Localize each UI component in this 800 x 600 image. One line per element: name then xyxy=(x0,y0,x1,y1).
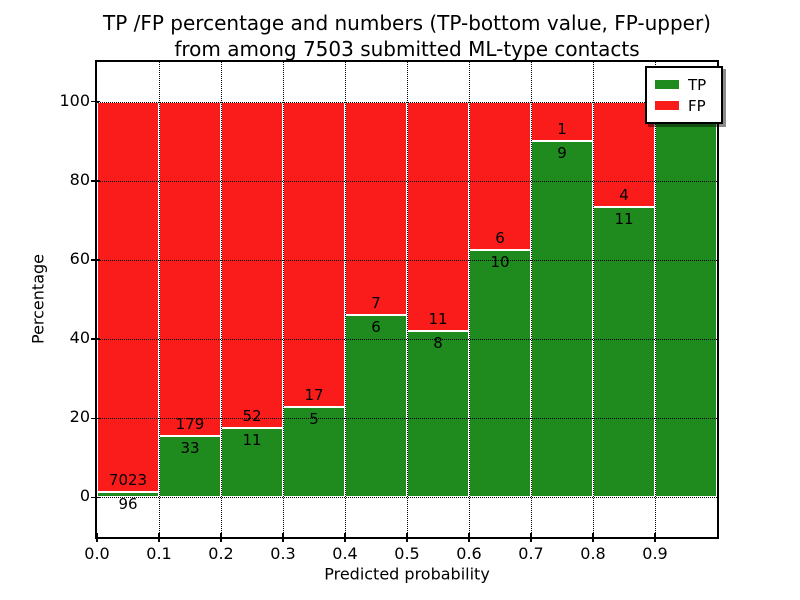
x-tick xyxy=(406,533,408,542)
y-tick xyxy=(91,496,100,499)
fp-bar-segment xyxy=(407,101,469,331)
x-gridline xyxy=(345,62,346,537)
x-gridline xyxy=(407,62,408,537)
legend-entry-fp: FP xyxy=(655,95,721,116)
x-gridline xyxy=(469,62,470,537)
chart-title-line1: TP /FP percentage and numbers (TP-bottom… xyxy=(103,11,711,35)
legend-label: FP xyxy=(688,96,706,115)
x-tick-label: 0.5 xyxy=(394,544,420,563)
tp-count-label: 96 xyxy=(118,495,138,514)
x-tick xyxy=(654,533,656,542)
fp-count-label: 7023 xyxy=(108,471,148,490)
y-tick xyxy=(91,259,100,261)
x-tick-label: 0.1 xyxy=(146,544,172,563)
x-tick xyxy=(96,533,98,542)
x-gridline xyxy=(531,62,532,537)
tp-bar-segment xyxy=(531,141,593,498)
tp-count-label: 6 xyxy=(371,317,381,336)
x-axis-title: Predicted probability xyxy=(324,564,490,584)
x-tick xyxy=(158,533,160,542)
x-gridline xyxy=(593,62,594,537)
y-tick-label: 80 xyxy=(69,169,90,189)
tp-bar-segment xyxy=(345,314,407,498)
fp-count-label: 6 xyxy=(495,229,505,248)
fp-count-label: 7 xyxy=(371,293,381,312)
y-tick-label: 0 xyxy=(79,486,90,506)
x-tick-label: 0.8 xyxy=(580,544,606,563)
y-tick-label: 40 xyxy=(69,328,90,348)
fp-count-label: 4 xyxy=(619,186,629,205)
fp-count-label: 52 xyxy=(242,407,262,426)
fp-count-label: 11 xyxy=(428,309,448,328)
tp-count-label: 8 xyxy=(433,333,443,352)
legend-label: TP xyxy=(688,75,707,94)
x-tick-label: 0.3 xyxy=(270,544,296,563)
x-tick xyxy=(220,533,222,542)
chart-title-line2: from among 7503 submitted ML-type contac… xyxy=(174,37,640,61)
fp-bar-segment xyxy=(221,101,283,429)
fp-count-label: 1 xyxy=(557,120,567,139)
x-tick xyxy=(592,533,594,542)
x-tick-label: 0.7 xyxy=(518,544,544,563)
x-gridline xyxy=(655,62,656,537)
fp-count-label: 17 xyxy=(304,386,324,405)
tp-bar-segment xyxy=(469,250,531,498)
fp-bar-segment xyxy=(345,101,407,315)
legend-entry-tp: TP xyxy=(655,74,721,95)
fp-bar-segment xyxy=(283,101,345,408)
x-tick-label: 0.4 xyxy=(332,544,358,563)
x-tick-label: 0.9 xyxy=(642,544,668,563)
tp-bar-segment xyxy=(283,407,345,498)
x-tick xyxy=(344,533,346,542)
x-gridline xyxy=(221,62,222,537)
tp-count-label: 11 xyxy=(242,431,262,450)
tp-count-label: 33 xyxy=(180,438,200,457)
tp-bar-segment xyxy=(593,207,655,498)
x-tick-label: 0.0 xyxy=(84,544,110,563)
tp-count-label: 9 xyxy=(557,144,567,163)
x-gridline xyxy=(283,62,284,537)
tp-count-label: 10 xyxy=(490,253,510,272)
x-tick xyxy=(530,533,532,542)
x-tick xyxy=(468,533,470,542)
chart-title: TP /FP percentage and numbers (TP-bottom… xyxy=(97,10,717,62)
y-tick xyxy=(91,417,100,419)
legend-swatch-fp xyxy=(655,101,679,110)
tp-count-label: 11 xyxy=(614,210,634,229)
legend: TP FP xyxy=(645,66,723,124)
y-tick xyxy=(91,100,100,103)
fp-count-label: 179 xyxy=(175,414,205,433)
x-gridline xyxy=(159,62,160,537)
fp-bar-segment xyxy=(159,101,221,436)
y-tick-label: 20 xyxy=(69,407,90,427)
tp-bar-segment xyxy=(159,435,221,498)
y-tick xyxy=(91,180,100,182)
y-tick-label: 60 xyxy=(69,248,90,268)
fp-bar-segment xyxy=(97,101,159,493)
y-tick xyxy=(91,338,100,340)
tp-bar-segment xyxy=(655,101,717,498)
tp-count-label: 5 xyxy=(309,410,319,429)
y-tick-label: 100 xyxy=(59,90,90,110)
legend-swatch-tp xyxy=(655,80,679,89)
x-tick-label: 0.6 xyxy=(456,544,482,563)
x-tick xyxy=(282,533,284,542)
x-tick-label: 0.2 xyxy=(208,544,234,563)
tp-bar-segment xyxy=(407,330,469,498)
tp-bar-segment xyxy=(97,492,159,498)
